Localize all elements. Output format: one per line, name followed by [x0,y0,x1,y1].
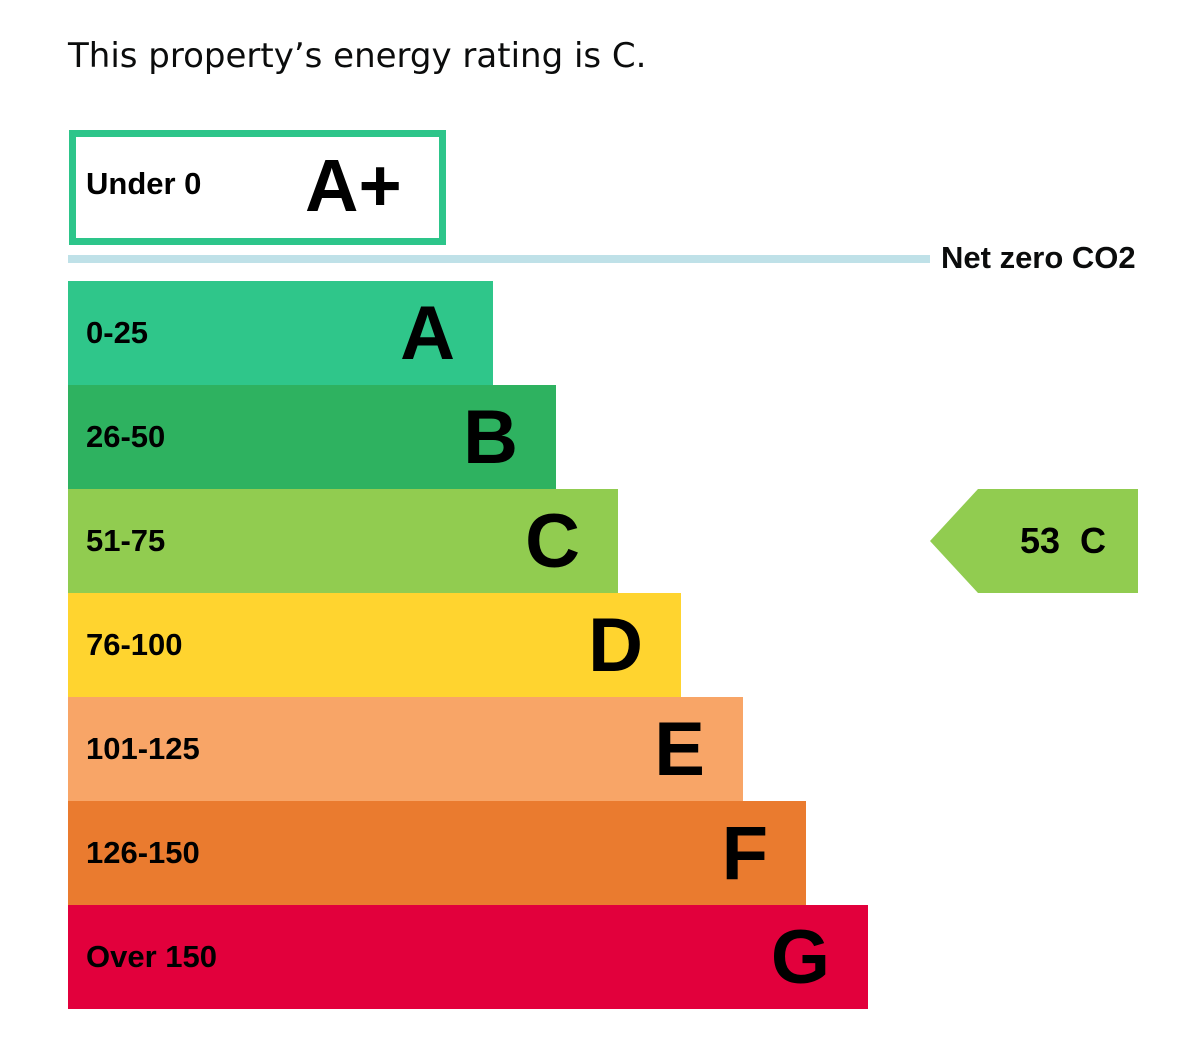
band-b-letter: B [463,394,518,480]
band-a: 0-25 A [68,281,493,385]
band-f-letter: F [721,810,768,896]
band-a-letter: A [400,290,455,376]
band-c-letter: C [525,498,580,584]
net-zero-line [68,255,930,263]
band-aplus-range: Under 0 [86,166,202,201]
band-g-letter: G [770,914,830,1000]
energy-rating-headline: This property’s energy rating is C. [68,36,647,76]
band-g: Over 150 G [68,905,868,1009]
band-d-range: 76-100 [86,627,183,662]
current-rating-label: 53 C [1019,520,1106,561]
band-a-range: 0-25 [86,315,149,350]
band-d-letter: D [588,602,643,688]
band-f: 126-150 F [68,801,806,905]
band-e: 101-125 E [68,697,743,801]
band-e-range: 101-125 [86,731,200,766]
band-b: 26-50 B [68,385,556,489]
band-b-range: 26-50 [86,419,166,454]
band-aplus-letter: A+ [305,144,402,227]
band-aplus [69,130,446,245]
current-rating-arrow: 53 C [930,489,1138,593]
band-e-letter: E [654,706,705,792]
band-g-range: Over 150 [86,939,217,974]
band-d: 76-100 D [68,593,681,697]
band-c-range: 51-75 [86,523,166,558]
band-f-range: 126-150 [86,835,200,870]
band-c: 51-75 C [68,489,618,593]
current-rating-arrow-shape [930,489,1138,593]
net-zero-label: Net zero CO2 [941,240,1136,275]
